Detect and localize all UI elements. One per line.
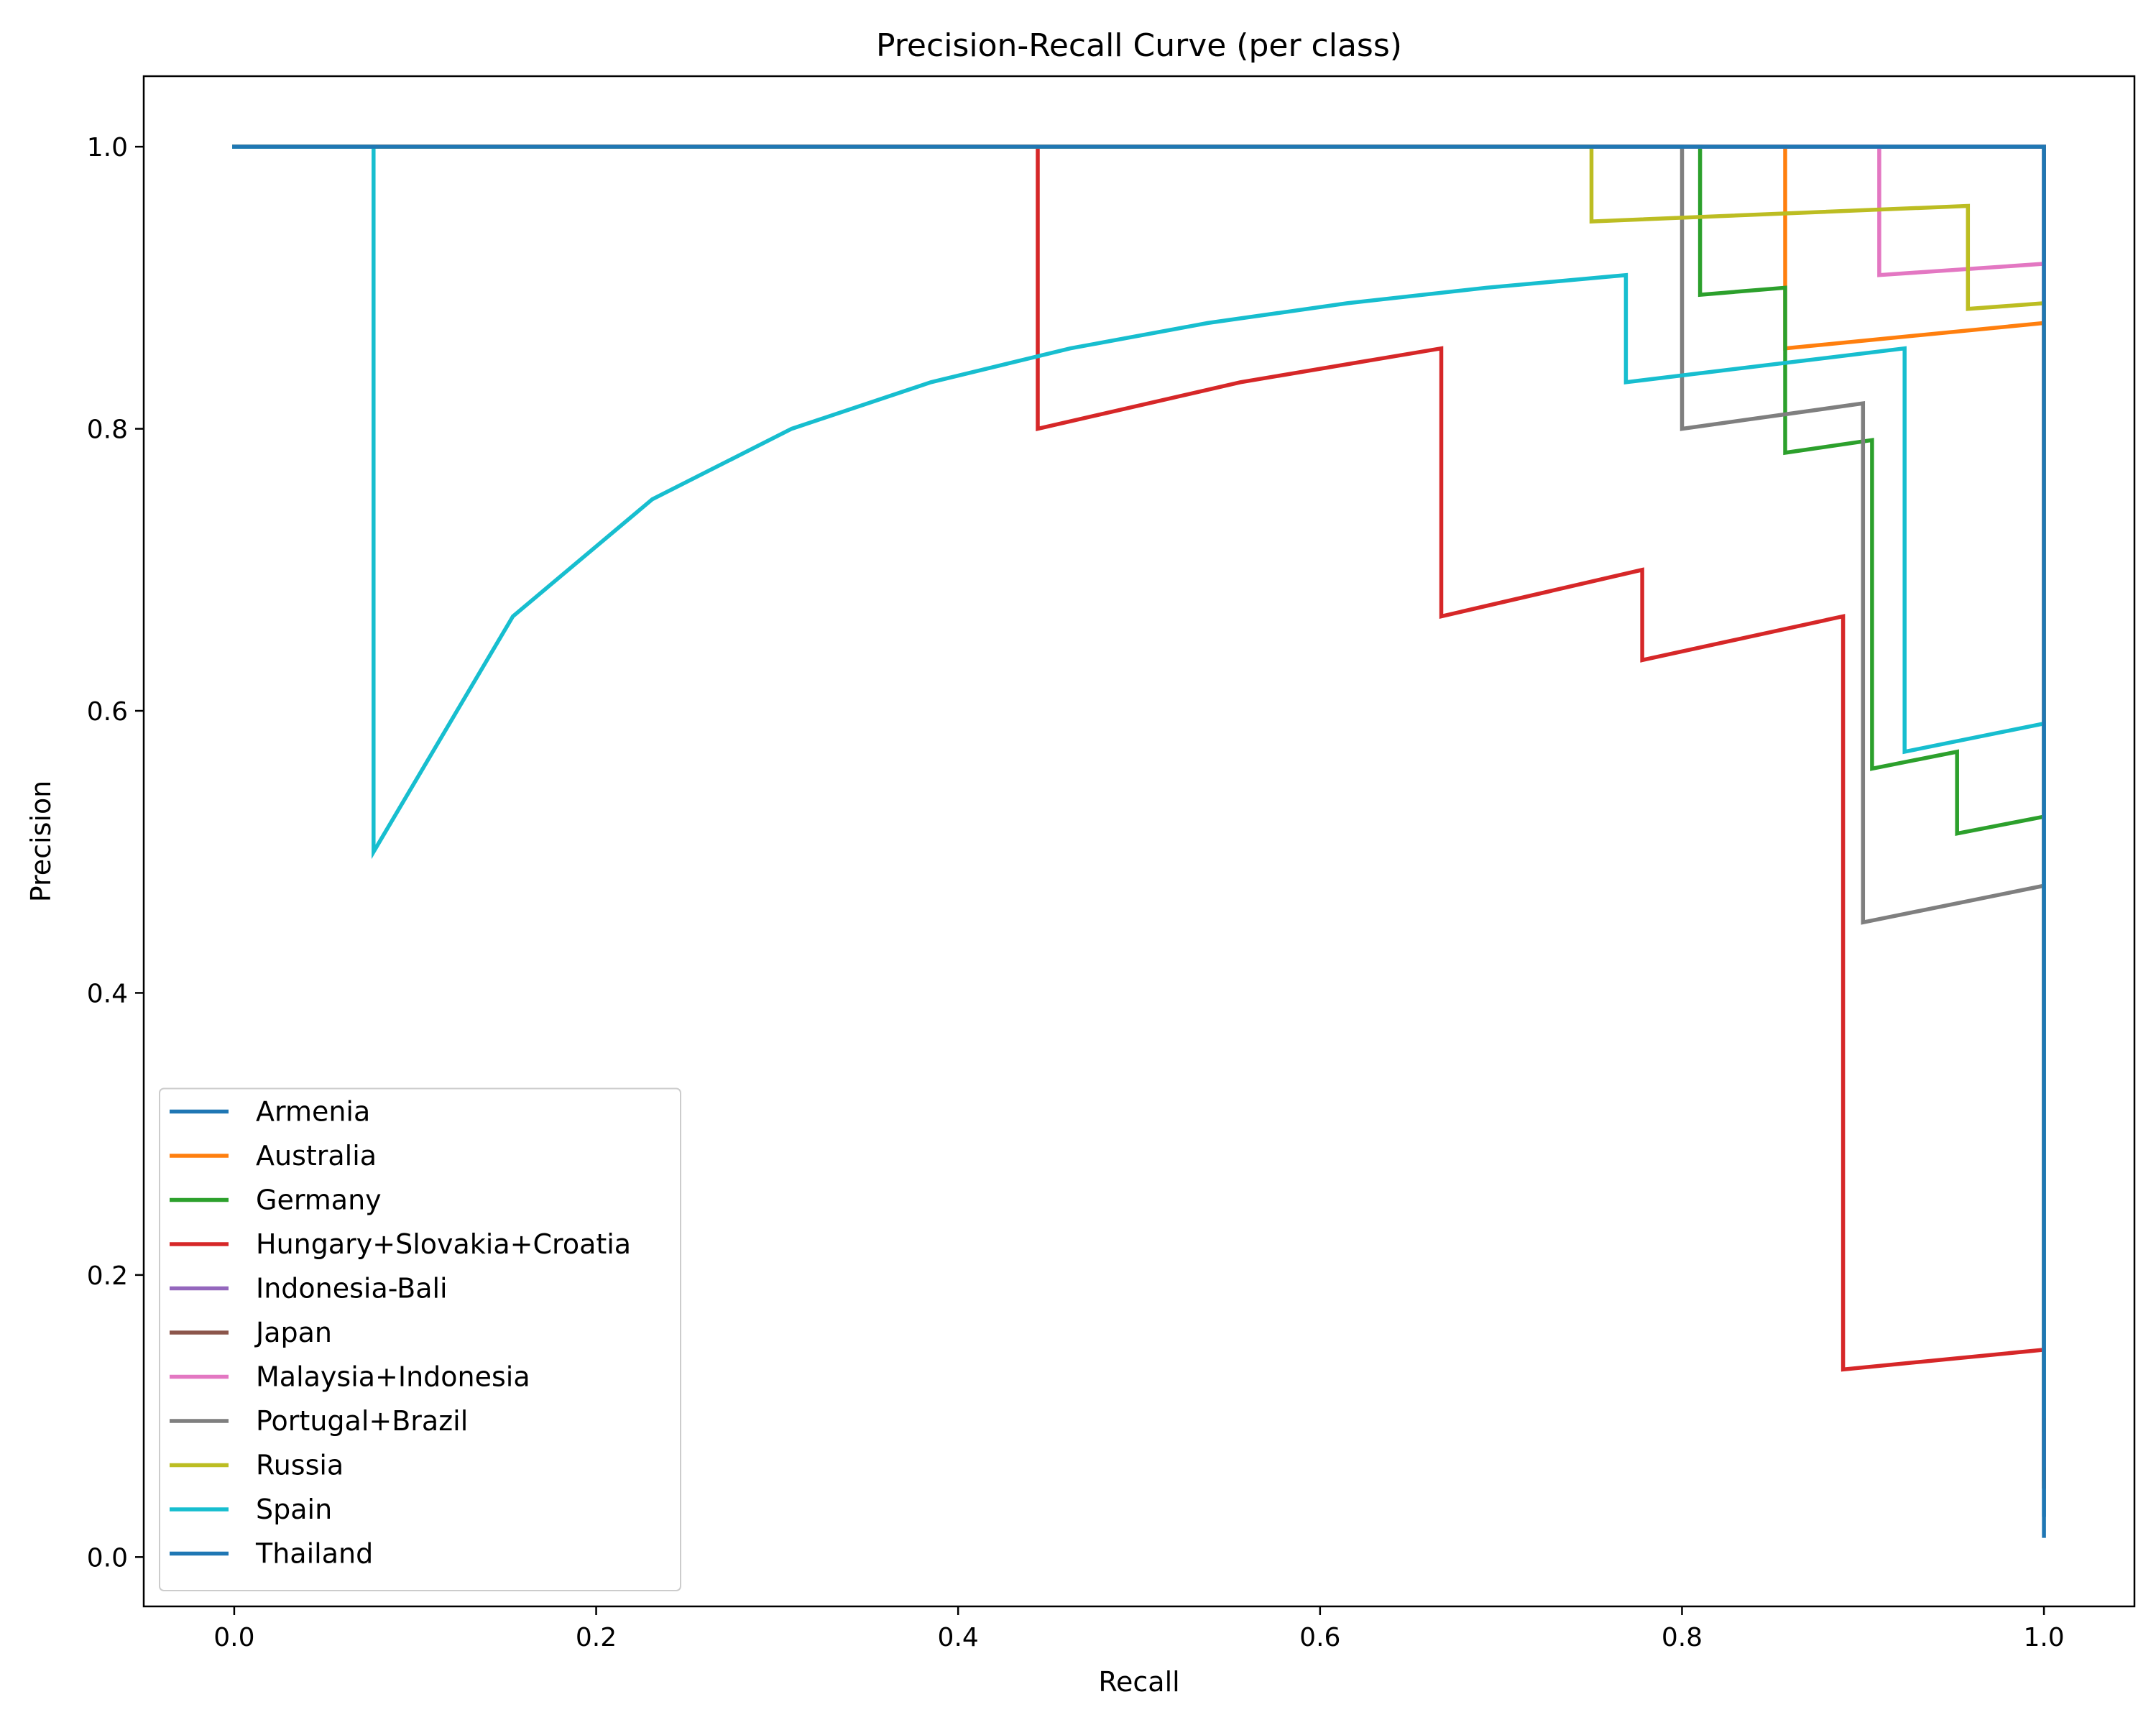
legend-label: Germany [256,1184,382,1216]
legend-label: Japan [254,1317,332,1348]
x-tick-label: 1.0 [2023,1623,2064,1652]
y-tick-label: 0.4 [87,979,128,1008]
y-tick-label: 0.0 [87,1543,128,1573]
x-tick-label: 0.0 [213,1623,254,1652]
legend-label: Malaysia+Indonesia [256,1361,530,1393]
series-line-4 [232,144,2046,1489]
y-tick-label: 0.6 [87,697,128,727]
y-axis-label: Precision [25,781,57,903]
legend-label: Spain [256,1494,332,1525]
x-axis-label: Recall [1098,1666,1179,1698]
series-line-11 [232,144,2046,1538]
x-tick-label: 0.4 [938,1623,979,1652]
x-tick-label: 0.8 [1662,1623,1703,1652]
y-tick-label: 1.0 [87,133,128,162]
legend-label: Portugal+Brazil [256,1405,468,1437]
y-tick-label: 0.8 [87,415,128,445]
legend-label: Armenia [256,1096,370,1128]
axis-ticks: 0.0 0.2 0.4 0.6 0.8 1.0 0.0 0.2 0.4 0.6 0.8 1.0 [87,133,2065,1652]
x-tick-label: 0.6 [1299,1623,1340,1652]
legend-label: Australia [256,1140,377,1172]
series-line-3 [232,144,2046,1489]
plot-area [232,144,2046,1538]
x-tick-label: 0.2 [576,1623,617,1652]
series-line-10 [232,144,2046,1418]
chart-title: Precision-Recall Curve (per class) [876,27,1402,64]
legend-label: Indonesia-Bali [256,1273,448,1305]
legend: Armenia Australia Germany Hungary+Slovakia+… [159,1087,681,1591]
legend-label: Hungary+Slovakia+Croatia [256,1228,631,1260]
legend-label: Russia [256,1450,344,1481]
legend-label: Thailand [255,1538,373,1570]
legend-box [159,1087,681,1591]
axes-frame [142,75,2136,1608]
y-tick-label: 0.2 [87,1261,128,1291]
